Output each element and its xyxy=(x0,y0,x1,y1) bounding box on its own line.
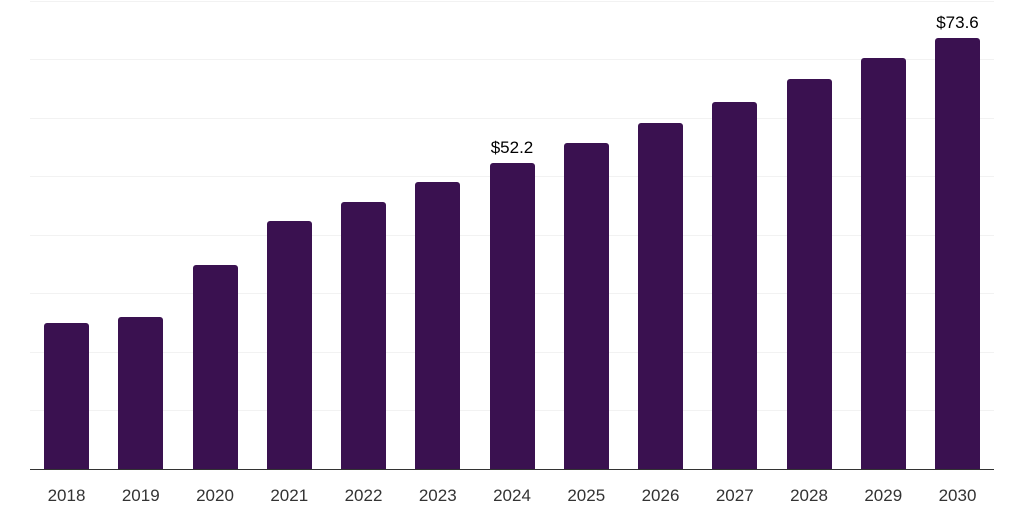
x-tick-label-2023: 2023 xyxy=(418,486,457,505)
bar-2019 xyxy=(118,317,164,469)
plot-area: $52.2 $73.6 xyxy=(30,0,994,470)
gridline-70 xyxy=(30,59,994,60)
bar-2022 xyxy=(341,202,386,469)
x-tick-label-2018: 2018 xyxy=(47,486,86,505)
x-tick-label-2022: 2022 xyxy=(344,486,383,505)
bar-2018 xyxy=(44,322,89,469)
bar-2026 xyxy=(638,122,683,469)
gridline-80 xyxy=(30,0,994,2)
x-tick-label-2021: 2021 xyxy=(270,486,309,505)
x-tick-label-2025: 2025 xyxy=(567,486,606,505)
x-tick-label-2020: 2020 xyxy=(196,486,234,505)
x-tick-label-2026: 2026 xyxy=(641,486,680,505)
bar-2024 xyxy=(489,163,535,469)
bar-2030 xyxy=(935,37,980,469)
bar-2028 xyxy=(786,79,832,469)
bar-2020 xyxy=(192,264,238,469)
bar-2021 xyxy=(266,221,312,469)
gridline-60 xyxy=(30,117,994,119)
x-tick-label-2024: 2024 xyxy=(493,486,531,505)
bar-2027 xyxy=(712,101,758,469)
bar-value-label-2030: $73.6 xyxy=(936,12,979,32)
bar-value-label-2024: $52.2 xyxy=(490,138,534,158)
x-tick-label-2030: 2030 xyxy=(938,486,977,505)
bar-2025 xyxy=(563,142,609,469)
x-tick-label-2028: 2028 xyxy=(790,486,828,505)
x-tick-label-2029: 2029 xyxy=(864,486,903,505)
x-tick-label-2019: 2019 xyxy=(121,486,160,505)
x-tick-label-2027: 2027 xyxy=(715,486,754,505)
bar-2029 xyxy=(860,58,906,469)
bar-2023 xyxy=(415,182,461,469)
